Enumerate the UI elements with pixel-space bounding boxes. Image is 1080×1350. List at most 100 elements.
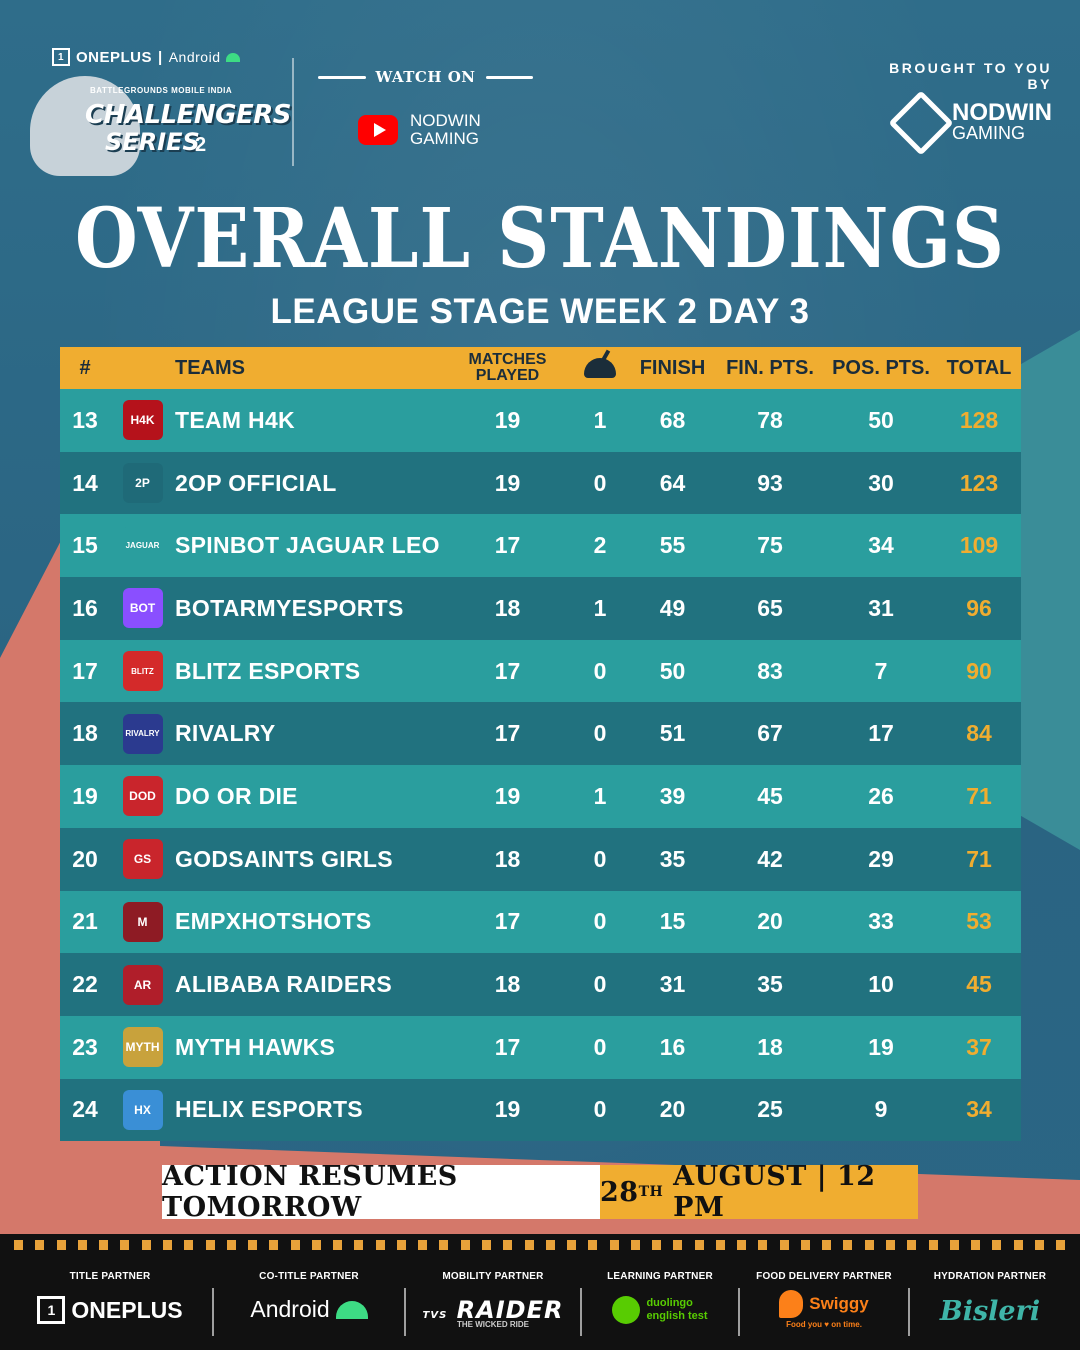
duolingo-line2: english test [646,1310,708,1322]
table-row: 15 JAGUAR SPINBOT JAGUAR LEO 17 2 55 75 34 109 [60,514,1021,578]
table-header: # TEAMS MATCHES PLAYED FINISH FIN. PTS. … [60,347,1021,389]
row-team-name: BLITZ ESPORTS [175,657,361,684]
row-pos-pts: 50 [868,406,894,433]
partner-title-label: TITLE PARTNER [69,1271,151,1282]
row-finish: 35 [659,845,686,872]
row-fin-pts: 18 [757,1033,783,1060]
film-hole [184,1240,194,1250]
row-pos-pts: 26 [868,782,894,809]
header-teams: TEAMS [175,356,245,379]
film-hole [886,1240,896,1250]
android-footer-logo: Android [214,1296,404,1323]
row-fin-pts: 67 [757,720,783,747]
swiggy-footer-logo: Swiggy Food you ♥ on time. [740,1290,908,1329]
row-chicken-dinners: 0 [593,469,607,496]
partner-co-title: CO-TITLE PARTNER Android [214,1256,404,1350]
film-hole [205,1240,215,1250]
row-team-name: HELIX ESPORTS [175,1096,363,1123]
raider-tagline: THE WICKED RIDE [457,1320,529,1329]
raider-name: RAIDER [456,1296,564,1324]
row-total: 128 [959,406,999,433]
partner-divider [404,1288,406,1336]
duolingo-line1: duolingo [646,1297,693,1309]
film-hole [630,1240,640,1250]
film-hole [737,1240,747,1250]
film-hole [35,1240,45,1250]
header-matches-line2: PLAYED [475,367,540,384]
series-sub-text: SERIES [105,128,200,156]
partner-food-delivery: FOOD DELIVERY PARTNER Swiggy Food you ♥ … [740,1256,908,1350]
film-hole [545,1240,555,1250]
nodwin-wordmark: NODWIN GAMING [952,99,1052,144]
partner-food-label: FOOD DELIVERY PARTNER [756,1271,892,1282]
table-row: 22 AR ALIBABA RAIDERS 18 0 31 35 10 45 [60,953,1021,1016]
row-total: 84 [966,720,992,747]
nodwin-big-text: NODWIN [952,99,1052,126]
row-finish: 50 [659,657,686,684]
row-chicken-dinners: 0 [593,1096,607,1123]
row-team-name: DO OR DIE [175,782,298,809]
partner-learning-label: LEARNING PARTNER [607,1271,713,1282]
row-finish: 55 [659,532,686,559]
row-rank: 13 [72,406,98,433]
partner-divider [580,1288,582,1336]
team-logo-icon: JAGUAR [122,525,163,566]
row-total: 96 [966,594,992,621]
header-total: TOTAL [946,356,1012,379]
row-chicken-dinners: 0 [593,908,607,935]
row-fin-pts: 20 [757,908,783,935]
row-logo-cell: M [110,901,175,942]
row-rank: 22 [72,971,98,998]
row-chicken-dinners: 1 [593,594,607,621]
film-hole [1013,1240,1023,1250]
film-hole [949,1240,959,1250]
row-rank: 19 [72,782,98,809]
team-logo-icon: MYTH [122,1027,163,1068]
row-total: 37 [966,1033,992,1060]
row-pos-pts: 7 [874,657,888,684]
channel-name: NODWIN GAMING [410,112,481,148]
row-matches-played: 17 [494,908,521,935]
partner-title: TITLE PARTNER 1 ONEPLUS [10,1256,210,1350]
helmet-icon [30,76,140,176]
row-rank: 20 [72,845,98,872]
team-logo-icon: 2P [122,463,163,504]
film-hole [141,1240,151,1250]
row-team-name: RIVALRY [175,720,276,747]
watch-on-label: WATCH ON [375,68,476,86]
row-total: 34 [966,1096,992,1123]
oneplus-android-line: 1 ONEPLUS | Android [30,48,280,66]
watch-on-block: WATCH ON NODWIN GAMING [318,68,534,148]
partner-hydration-label: HYDRATION PARTNER [933,1271,1047,1282]
youtube-channel-link[interactable]: NODWIN GAMING [318,112,533,148]
header-matches-line1: MATCHES [468,351,547,368]
header-divider [292,58,294,166]
row-team-name: BOTARMYESPORTS [175,594,404,621]
row-chicken-dinners: 0 [593,720,607,747]
row-finish: 31 [659,971,686,998]
oneplus-footer-icon: 1 [37,1296,66,1324]
row-pos-pts: 34 [868,532,894,559]
row-logo-cell: AR [110,964,175,1005]
row-pos-pts: 19 [868,1033,894,1060]
row-pos-pts: 9 [874,1096,888,1123]
header-matches-played: MATCHES PLAYED [445,352,570,384]
row-finish: 51 [659,720,686,747]
film-hole [1056,1240,1066,1250]
film-hole [1034,1240,1044,1250]
row-total: 71 [966,845,992,872]
film-hole [588,1240,598,1250]
bisleri-footer-logo: Bisleri [910,1296,1070,1327]
row-fin-pts: 83 [757,657,783,684]
oneplus-brand-text: ONEPLUS [76,48,153,66]
film-hole [907,1240,917,1250]
film-hole [567,1240,577,1250]
film-hole [673,1240,683,1250]
film-hole [162,1240,172,1250]
row-total: 123 [959,469,999,496]
row-team-name: MYTH HAWKS [175,1033,336,1060]
header-fin-pts: FIN. PTS. [726,356,814,379]
film-hole [418,1240,428,1250]
nodwin-logo: NODWIN GAMING [872,90,1052,156]
table-row: 20 GS GODSAINTS GIRLS 18 0 35 42 29 71 [60,827,1021,891]
